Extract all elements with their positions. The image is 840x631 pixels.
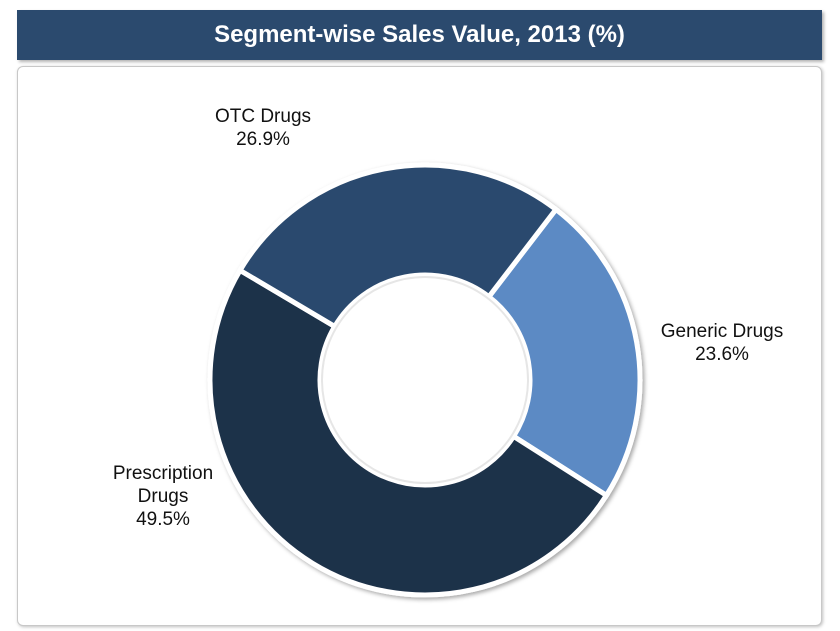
slice-label: OTC Drugs 26.9% bbox=[198, 105, 328, 151]
chart-title: Segment-wise Sales Value, 2013 (%) bbox=[17, 10, 822, 60]
donut-hole bbox=[321, 276, 529, 484]
value-label: 26.9% bbox=[236, 129, 290, 150]
slice-label: Generic Drugs 23.6% bbox=[657, 320, 787, 366]
value-label: 23.6% bbox=[695, 344, 749, 365]
category-label: Prescription Drugs bbox=[112, 463, 214, 507]
donut-slice bbox=[236, 162, 560, 330]
category-label: OTC Drugs bbox=[214, 106, 312, 127]
category-label: Generic Drugs bbox=[660, 321, 784, 342]
donut-slice bbox=[207, 266, 610, 598]
slice-label: Prescription Drugs 49.5% bbox=[108, 462, 218, 531]
value-label: 49.5% bbox=[136, 509, 190, 530]
donut-slice bbox=[485, 205, 643, 499]
